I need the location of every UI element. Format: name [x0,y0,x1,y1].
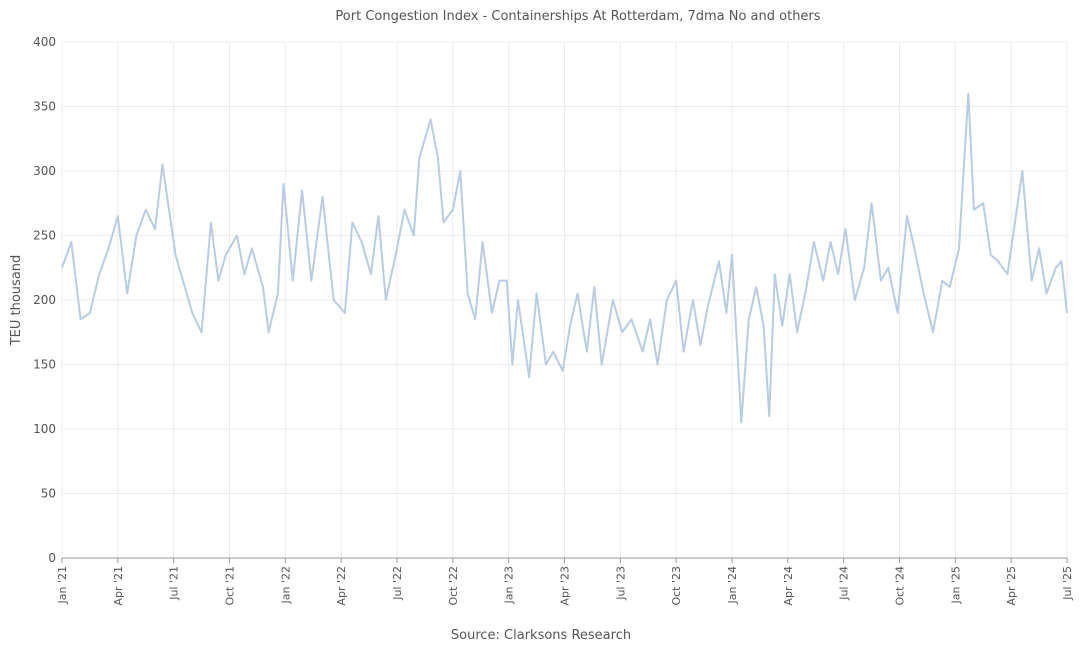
x-tick-label: Oct '23 [670,566,683,606]
y-tick-label: 50 [41,487,56,501]
line [61,92,1068,424]
x-tick-label: Apr '21 [112,566,125,606]
x-tick-label: Jan '22 [279,566,292,604]
x-tick-label: Jan '21 [56,566,69,604]
x-tick-label: Oct '22 [447,566,460,606]
y-tick-label: 150 [33,358,56,372]
y-axis-label: TEU thousand [9,255,24,347]
y-tick-label: 350 [33,100,56,114]
x-tick-label: Oct '24 [894,566,907,606]
source: Source: Clarksons Research [451,628,631,643]
x-tick-label: Apr '24 [782,566,795,606]
chart-title: Port Congestion Index - Containerships A… [335,9,820,24]
y-tick-label: 250 [33,229,56,243]
x-tick-label: Jul '25 [1061,566,1074,601]
x-tick-label: Apr '22 [335,566,348,606]
x-tick-label: Oct '21 [224,566,237,606]
x-tick-label: Jan '25 [949,566,962,604]
y-tick-label: 200 [33,293,56,307]
x-tick-label: Jul '23 [614,566,627,601]
x-tick-label: Jul '21 [168,566,181,601]
x-tick-label: Jul '22 [391,566,404,601]
y-tick-label: 400 [33,35,56,49]
x-tick-label: Jan '23 [503,566,516,604]
y-tick-label: 100 [33,422,56,436]
x-tick-label: Jan '24 [726,566,739,604]
y-tick-label: 0 [48,551,56,565]
x-tick-label: Jul '24 [838,566,851,601]
x-tick-label: Apr '23 [559,566,572,606]
y-tick-label: 300 [33,164,56,178]
x-tick-label: Apr '25 [1005,566,1018,606]
